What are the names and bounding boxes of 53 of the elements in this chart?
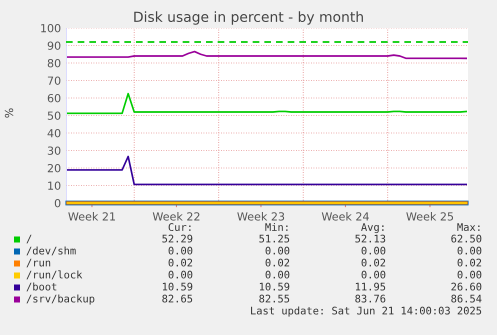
x-tick-label: Week 23 bbox=[237, 212, 284, 221]
y-tick-label: 20 bbox=[48, 164, 60, 172]
x-tick-label: Week 25 bbox=[406, 212, 454, 221]
text: Avg: bbox=[361, 223, 384, 234]
text: 52.13 bbox=[355, 234, 386, 243]
text: 0.00 bbox=[266, 246, 290, 255]
text: 0.00 bbox=[458, 270, 482, 279]
text: 11.95 bbox=[356, 282, 386, 291]
y-tick-label: 40 bbox=[48, 128, 60, 138]
text: 83.76 bbox=[355, 294, 386, 303]
text: Last update: Sat Jun 21 14:00:03 2025 bbox=[251, 306, 482, 317]
y-axis-title: % bbox=[4, 108, 14, 118]
legend-label: /boot bbox=[26, 282, 56, 292]
text: 0.00 bbox=[168, 246, 192, 255]
text: 0.02 bbox=[266, 258, 290, 267]
text: 0.02 bbox=[458, 258, 482, 267]
y-tick-label: 100 bbox=[41, 24, 60, 32]
text: Max: bbox=[457, 223, 480, 232]
legend-label: / bbox=[26, 234, 32, 244]
y-tick-label: 80 bbox=[48, 58, 60, 68]
y-tick-label: 0 bbox=[54, 198, 60, 208]
text: 51.25 bbox=[259, 234, 290, 243]
text: 82.55 bbox=[259, 294, 290, 303]
text: 0.02 bbox=[362, 258, 386, 267]
legend-label: /run/lock bbox=[26, 270, 82, 280]
y-tick-label: 50 bbox=[48, 111, 60, 120]
text: 10.59 bbox=[260, 282, 290, 291]
text: 0.00 bbox=[168, 270, 192, 279]
text: 0.00 bbox=[458, 246, 482, 255]
text: 52.29 bbox=[162, 234, 192, 243]
y-tick-label: 60 bbox=[48, 94, 60, 102]
text: Min: bbox=[265, 222, 288, 231]
text: 0.02 bbox=[168, 258, 192, 267]
text: 10.59 bbox=[162, 282, 192, 291]
y-tick-label: 10 bbox=[48, 181, 60, 190]
y-tick-label: 90 bbox=[48, 41, 60, 50]
y-tick-label: 30 bbox=[48, 146, 60, 155]
text: Cur: bbox=[168, 223, 190, 232]
x-tick-label: Week 24 bbox=[322, 212, 369, 221]
text: 0.00 bbox=[362, 246, 386, 255]
legend-label: /run bbox=[26, 258, 50, 268]
text: 0.00 bbox=[362, 270, 386, 279]
text: 26.60 bbox=[451, 282, 482, 291]
text: 62.50 bbox=[451, 234, 482, 243]
text: 0.00 bbox=[266, 270, 290, 279]
x-tick-label: Week 22 bbox=[152, 212, 200, 221]
legend-label: /srv/backup bbox=[26, 294, 94, 305]
text: 82.65 bbox=[162, 294, 192, 303]
chart-title: Disk usage in percent - by month bbox=[134, 11, 363, 25]
text: 86.54 bbox=[451, 294, 482, 303]
legend-label: /dev/shm bbox=[26, 246, 76, 256]
x-tick-label: Week 21 bbox=[68, 212, 115, 221]
y-tick-label: 70 bbox=[48, 76, 60, 85]
